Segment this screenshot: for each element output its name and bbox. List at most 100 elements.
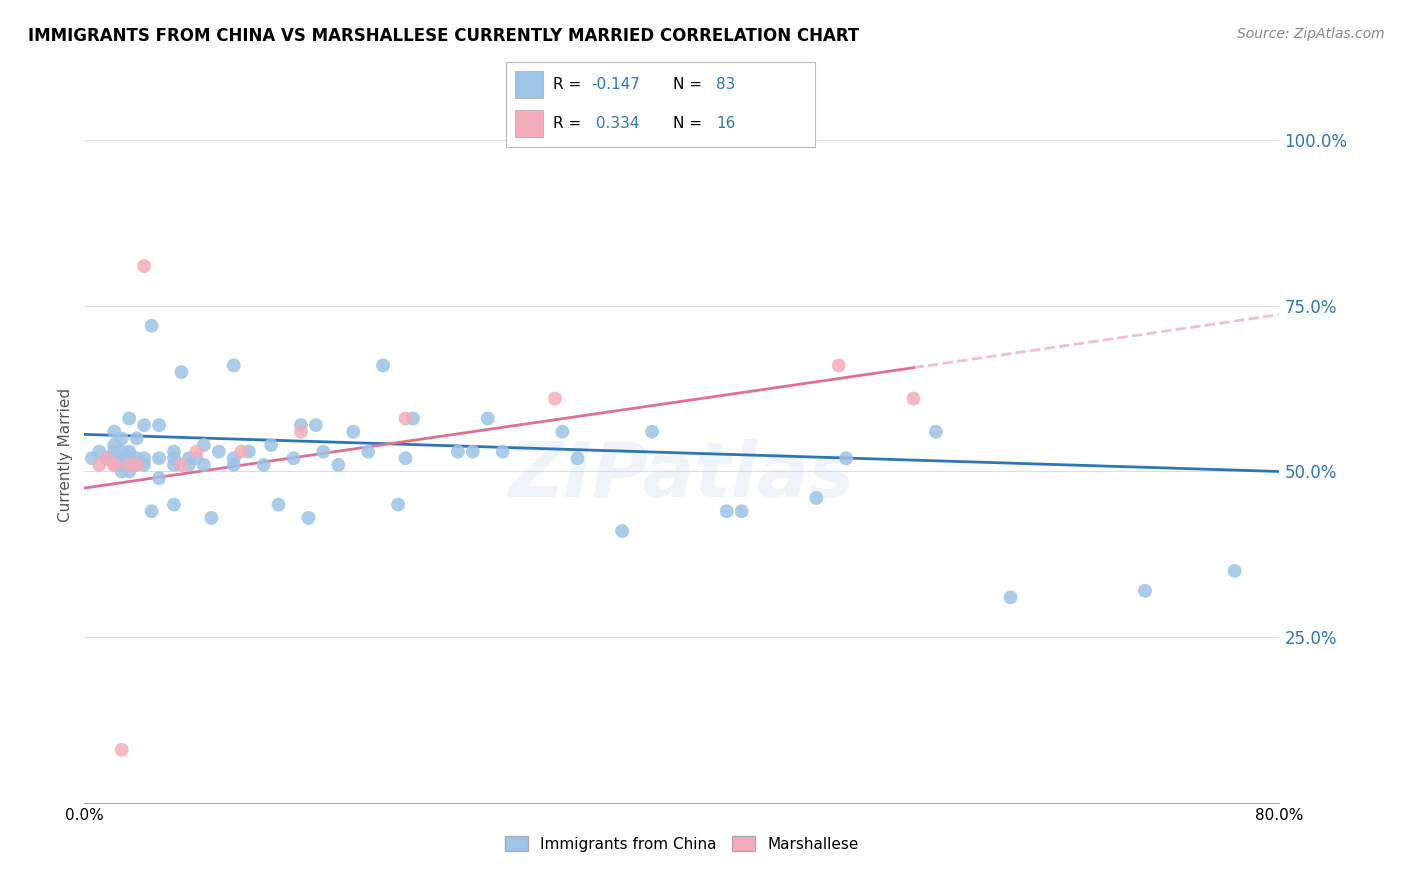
- Point: [132, 418, 156, 433]
- Point: [567, 451, 589, 466]
- Point: [148, 471, 170, 485]
- Text: R =: R =: [553, 116, 586, 131]
- Point: [1223, 564, 1246, 578]
- Point: [193, 438, 215, 452]
- Point: [111, 743, 134, 757]
- Point: [328, 458, 350, 472]
- Point: [925, 425, 948, 439]
- Point: [148, 418, 170, 433]
- Point: [111, 451, 134, 466]
- Point: [238, 444, 260, 458]
- Point: [477, 411, 499, 425]
- Point: [103, 458, 125, 472]
- Point: [141, 318, 163, 333]
- Point: [828, 359, 851, 373]
- Point: [305, 418, 328, 433]
- Point: [96, 451, 118, 466]
- Point: [111, 458, 134, 472]
- Point: [132, 451, 156, 466]
- Point: [125, 431, 148, 445]
- Point: [394, 451, 416, 466]
- Point: [132, 458, 156, 472]
- Point: [200, 511, 222, 525]
- Point: [125, 451, 148, 466]
- Text: 16: 16: [717, 116, 735, 131]
- Point: [193, 458, 215, 472]
- Point: [283, 451, 305, 466]
- Point: [806, 491, 828, 505]
- Point: [731, 504, 754, 518]
- Point: [342, 425, 364, 439]
- Point: [163, 451, 186, 466]
- Point: [231, 444, 253, 458]
- Point: [103, 444, 125, 458]
- Point: [118, 458, 141, 472]
- Point: [96, 451, 118, 466]
- Point: [835, 451, 858, 466]
- Point: [103, 451, 125, 466]
- Point: [1133, 583, 1156, 598]
- Text: R =: R =: [553, 77, 586, 92]
- Point: [125, 458, 148, 472]
- Point: [170, 458, 193, 472]
- Point: [132, 259, 156, 273]
- Point: [903, 392, 925, 406]
- Point: [170, 365, 193, 379]
- Point: [612, 524, 634, 538]
- Point: [89, 458, 111, 472]
- Point: [290, 418, 312, 433]
- Point: [544, 392, 567, 406]
- Text: N =: N =: [673, 116, 707, 131]
- Point: [118, 444, 141, 458]
- Point: [148, 451, 170, 466]
- Point: [103, 458, 125, 472]
- Point: [373, 359, 395, 373]
- Point: [118, 411, 141, 425]
- Point: [290, 425, 312, 439]
- Point: [111, 465, 134, 479]
- Point: [312, 444, 335, 458]
- Point: [402, 411, 425, 425]
- Point: [96, 451, 118, 466]
- FancyBboxPatch shape: [506, 62, 815, 147]
- Point: [103, 425, 125, 439]
- Point: [103, 438, 125, 452]
- Point: [111, 444, 134, 458]
- Point: [177, 458, 200, 472]
- Point: [267, 498, 290, 512]
- Point: [461, 444, 484, 458]
- Text: 0.334: 0.334: [591, 116, 640, 131]
- Point: [222, 451, 245, 466]
- Point: [716, 504, 738, 518]
- Point: [103, 451, 125, 466]
- Point: [222, 458, 245, 472]
- Text: IMMIGRANTS FROM CHINA VS MARSHALLESE CURRENTLY MARRIED CORRELATION CHART: IMMIGRANTS FROM CHINA VS MARSHALLESE CUR…: [28, 27, 859, 45]
- Text: ZIPatlas: ZIPatlas: [509, 439, 855, 513]
- Point: [103, 458, 125, 472]
- Point: [492, 444, 515, 458]
- Point: [103, 451, 125, 466]
- Point: [208, 444, 231, 458]
- Bar: [516, 71, 543, 98]
- Point: [641, 425, 664, 439]
- Point: [260, 438, 283, 452]
- Point: [447, 444, 470, 458]
- Point: [222, 359, 245, 373]
- Point: [297, 511, 319, 525]
- Point: [177, 451, 200, 466]
- Point: [111, 451, 134, 466]
- Point: [96, 451, 118, 466]
- Point: [96, 451, 118, 466]
- Point: [118, 458, 141, 472]
- Point: [186, 444, 208, 458]
- Point: [118, 458, 141, 472]
- Point: [163, 458, 186, 472]
- Point: [118, 465, 141, 479]
- Point: [1000, 591, 1022, 605]
- Point: [357, 444, 380, 458]
- Text: N =: N =: [673, 77, 707, 92]
- Bar: [516, 110, 543, 137]
- Text: -0.147: -0.147: [591, 77, 640, 92]
- Point: [163, 444, 186, 458]
- Point: [89, 444, 111, 458]
